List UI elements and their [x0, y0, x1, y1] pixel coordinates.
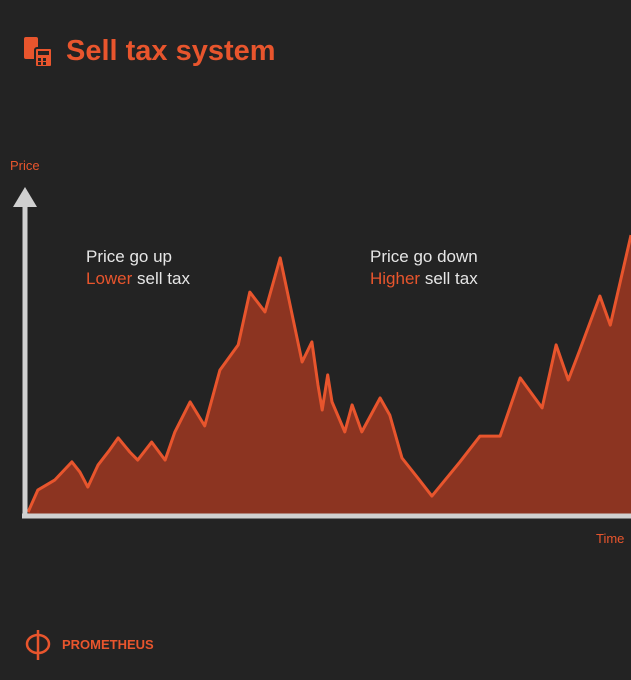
- title-icon: [24, 37, 53, 68]
- annotation-highlight: Lower: [86, 269, 133, 288]
- annotation: Price go up: [86, 247, 172, 266]
- annotation-text: sell tax: [425, 269, 478, 288]
- annotation: Higher sell tax: [370, 269, 478, 288]
- annotation: Lower sell tax: [86, 269, 190, 288]
- x-axis-label: Time: [596, 531, 624, 546]
- brand: PROMETHEUS: [62, 637, 154, 652]
- plot: [26, 234, 631, 515]
- y-axis-arrow: [13, 187, 37, 207]
- y-axis-label: Price: [10, 158, 40, 173]
- area: [28, 235, 631, 515]
- line: [26, 234, 631, 513]
- annotation-highlight: Higher: [370, 269, 420, 288]
- chart-title: Sell tax system: [66, 35, 276, 67]
- annotation-text: sell tax: [137, 269, 190, 288]
- annotation: Price go down: [370, 247, 478, 266]
- brand-logo: [25, 630, 51, 660]
